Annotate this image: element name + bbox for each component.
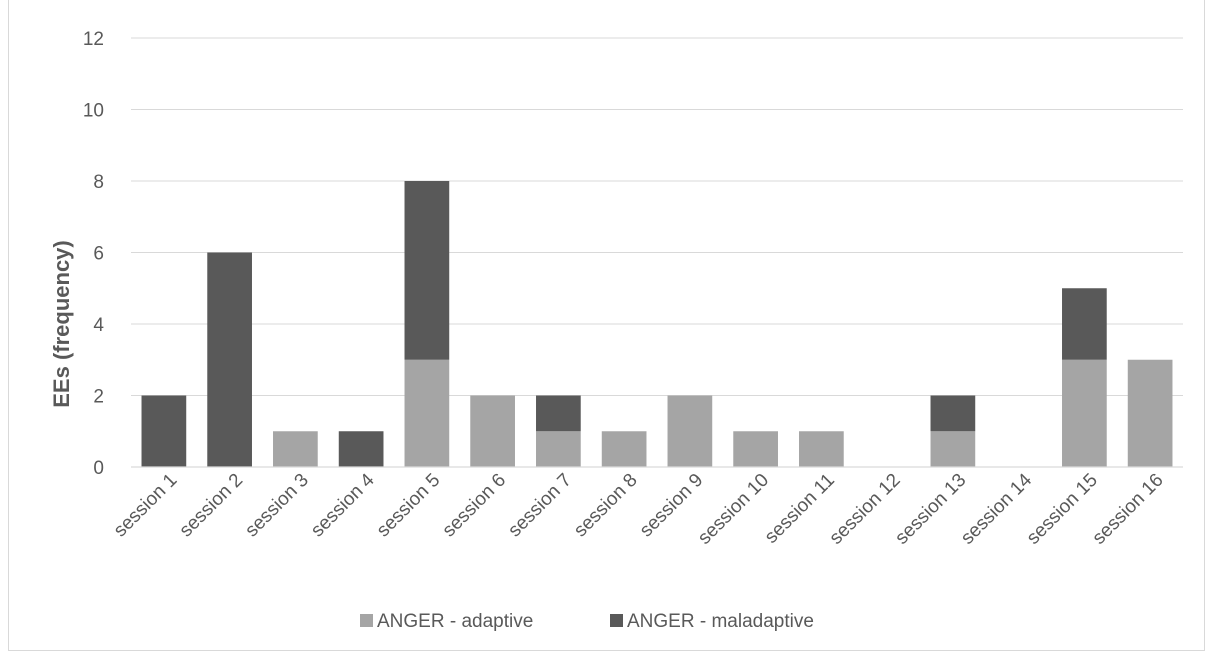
gridlines xyxy=(131,37,1183,468)
bar-maladaptive-1 xyxy=(141,395,187,467)
x-tick-label: session 8 xyxy=(570,470,642,542)
y-tick-label: 4 xyxy=(93,315,104,336)
bar-adaptive-6 xyxy=(470,395,515,467)
bars xyxy=(141,181,1173,467)
bar-adaptive-16 xyxy=(1127,359,1173,467)
legend-swatch-adaptive xyxy=(360,614,373,627)
y-tick-label: 8 xyxy=(93,172,104,193)
x-tick-label: session 10 xyxy=(694,470,773,549)
y-axis-title: EEs (frequency) xyxy=(49,240,74,408)
y-tick-label: 0 xyxy=(93,458,104,479)
bar-adaptive-11 xyxy=(799,431,844,467)
x-tick-label: session 4 xyxy=(307,469,379,541)
bar-adaptive-7 xyxy=(536,431,581,467)
bar-maladaptive-15 xyxy=(1062,288,1107,360)
x-tick-label: session 12 xyxy=(826,470,905,549)
bar-adaptive-3 xyxy=(273,431,318,467)
x-tick-label: session 15 xyxy=(1023,470,1102,549)
x-tick-label: session 13 xyxy=(891,470,970,549)
bar-adaptive-15 xyxy=(1062,359,1107,467)
bar-adaptive-5 xyxy=(404,359,450,467)
bar-adaptive-8 xyxy=(601,431,647,467)
bar-maladaptive-5 xyxy=(404,181,450,360)
y-tick-label: 10 xyxy=(83,101,104,122)
bar-maladaptive-13 xyxy=(930,395,976,432)
legend-label-maladaptive: ANGER - maladaptive xyxy=(627,611,814,632)
bar-maladaptive-4 xyxy=(338,431,384,467)
y-tick-label: 2 xyxy=(93,387,104,408)
bar-adaptive-13 xyxy=(930,431,976,467)
x-tick-label: session 7 xyxy=(504,470,576,542)
bar-maladaptive-7 xyxy=(536,395,581,432)
legend: ANGER - adaptive ANGER - maladaptive xyxy=(360,611,814,632)
bar-adaptive-10 xyxy=(733,431,778,467)
legend-label-adaptive: ANGER - adaptive xyxy=(377,611,533,632)
legend-swatch-maladaptive xyxy=(610,614,623,627)
bar-adaptive-9 xyxy=(667,395,713,467)
y-tick-label: 12 xyxy=(83,29,104,50)
x-tick-label: session 2 xyxy=(176,470,248,542)
x-tick-label: session 16 xyxy=(1089,470,1168,549)
x-tick-label: session 3 xyxy=(241,470,313,542)
x-tick-label: session 1 xyxy=(110,470,182,542)
bar-maladaptive-2 xyxy=(207,252,252,467)
x-tick-label: session 5 xyxy=(373,470,445,542)
x-tick-label: session 6 xyxy=(439,470,511,542)
y-tick-label: 6 xyxy=(93,244,104,265)
